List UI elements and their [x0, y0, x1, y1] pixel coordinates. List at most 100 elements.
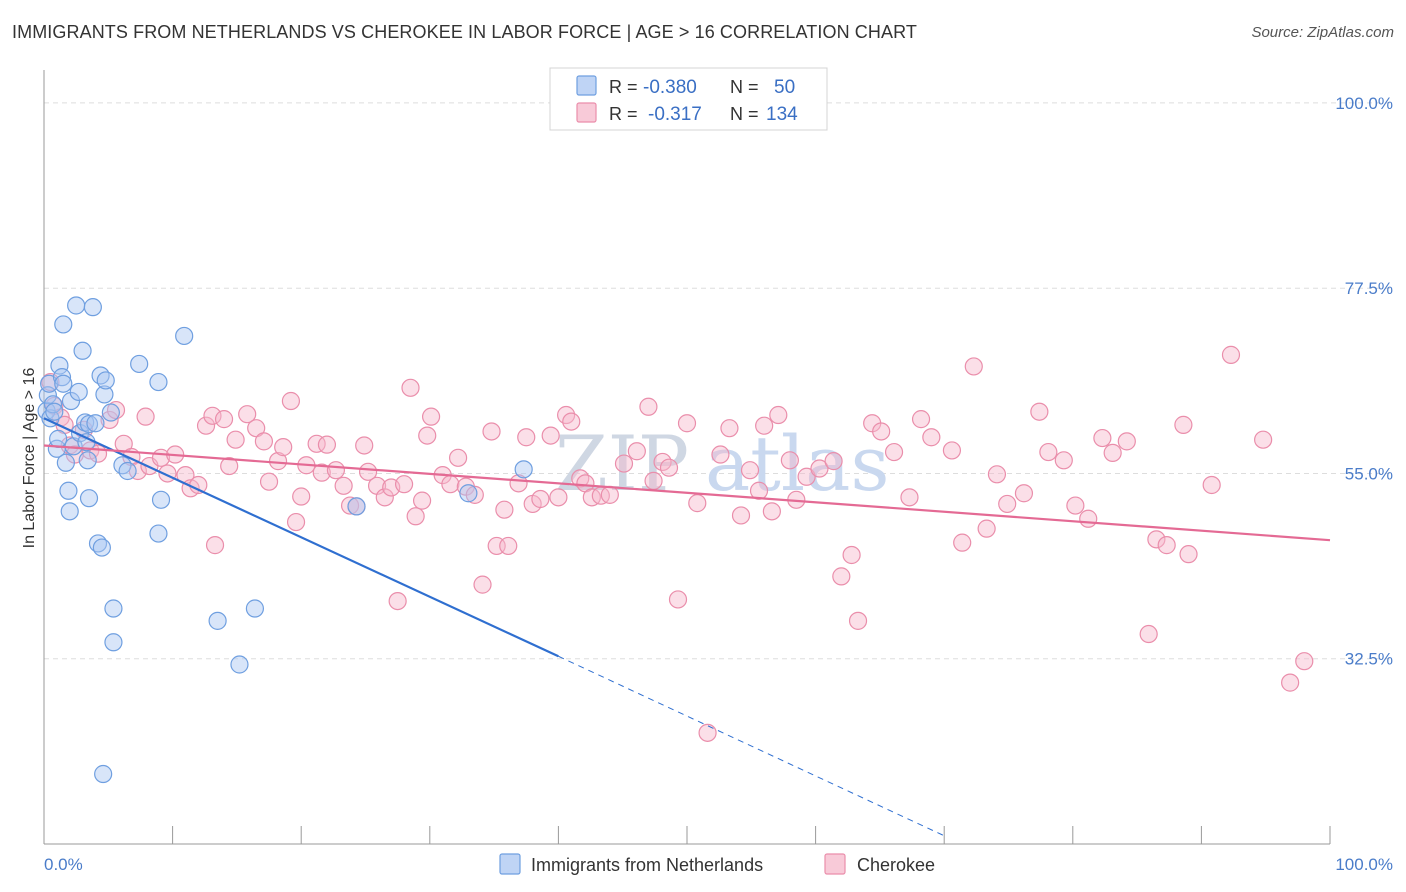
y-tick-label-1: 55.0%	[1345, 464, 1393, 483]
cherokee-point-104	[842, 545, 861, 565]
cherokee-point-9	[100, 410, 119, 430]
netherlands-point-20	[73, 341, 92, 360]
cherokee-point-21	[189, 475, 208, 495]
cherokee-point-121	[1054, 451, 1073, 470]
cherokee-point-114	[964, 357, 983, 376]
cherokee-point-111	[922, 428, 941, 447]
cherokee-point-54	[412, 491, 432, 510]
cherokee-point-116	[987, 465, 1007, 484]
cherokee-point-91	[720, 419, 739, 438]
cherokee-point-31	[259, 472, 279, 491]
cherokee-point-127	[1139, 624, 1158, 644]
cherokee-point-36	[292, 487, 311, 506]
cherokee-point-30	[254, 432, 274, 451]
series-legend-label-cherokee: Cherokee	[857, 855, 935, 875]
cherokee-point-50	[388, 591, 407, 611]
netherlands-point-14	[60, 502, 79, 521]
netherlands-points	[37, 296, 533, 784]
netherlands-point-36	[104, 599, 123, 618]
cherokee-point-100	[797, 467, 816, 486]
series-legend-swatch-cherokee	[824, 853, 846, 875]
cherokee-point-25	[214, 410, 234, 429]
netherlands-point-41	[149, 524, 168, 543]
cherokee-point-108	[884, 442, 904, 462]
legend-r-label-0: R =	[609, 77, 638, 97]
netherlands-point-49	[514, 460, 533, 479]
cherokee-point-52	[401, 378, 420, 397]
netherlands-point-39	[130, 354, 149, 374]
cherokee-point-133	[1221, 345, 1241, 364]
y-tick-label-0: 32.5%	[1345, 650, 1393, 669]
cherokee-point-40	[317, 435, 337, 454]
stats-legend: R = -0.380 N = 50 R = -0.317 N = 134	[549, 67, 828, 131]
netherlands-point-8	[50, 356, 69, 375]
source-label: Source: ZipAtlas.com	[1251, 24, 1394, 41]
y-tick-label-3: 100.0%	[1335, 94, 1393, 113]
cherokee-point-134	[1254, 430, 1273, 449]
cherokee-point-101	[810, 459, 829, 478]
legend-swatch-cherokee	[576, 102, 597, 123]
netherlands-point-13	[59, 481, 78, 500]
netherlands-point-35	[104, 633, 123, 652]
cherokee-point-88	[688, 494, 707, 513]
cherokee-point-85	[659, 458, 679, 477]
cherokee-point-117	[998, 494, 1017, 514]
cherokee-point-77	[582, 488, 601, 507]
netherlands-point-27	[86, 414, 105, 433]
cherokee-point-125	[1103, 443, 1122, 462]
cherokee-point-103	[832, 567, 851, 586]
legend-r-value-1: -0.317	[648, 104, 702, 125]
cherokee-point-119	[1030, 402, 1049, 421]
cherokee-point-97	[769, 405, 788, 425]
trend-lines	[43, 417, 1331, 837]
cherokee-point-58	[441, 475, 460, 494]
cherokee-point-14	[136, 407, 155, 426]
cherokee-point-105	[848, 611, 868, 630]
cherokee-point-83	[644, 471, 663, 490]
cherokee-point-66	[499, 536, 518, 556]
cherokee-point-107	[872, 422, 891, 441]
cherokee-point-109	[900, 488, 919, 507]
netherlands-point-10	[54, 374, 73, 393]
cherokee-point-26	[220, 456, 239, 476]
cherokee-point-56	[421, 407, 441, 426]
cherokee-point-22	[196, 416, 216, 435]
cherokee-point-87	[677, 414, 697, 433]
legend-swatch-netherlands	[576, 75, 597, 96]
legend-r-label-1: R =	[609, 104, 638, 124]
netherlands-point-44	[208, 611, 227, 630]
cherokee-point-94	[749, 481, 769, 500]
netherlands-point-40	[149, 372, 168, 392]
netherlands-point-26	[83, 298, 102, 317]
cherokee-point-41	[326, 461, 346, 480]
netherlands-point-31	[94, 764, 113, 784]
cherokee-point-102	[824, 452, 843, 471]
cherokee-point-86	[668, 590, 688, 609]
cherokee-point-23	[203, 406, 222, 425]
cherokee-point-53	[406, 507, 425, 526]
legend-n-value-1: 134	[766, 104, 798, 125]
cherokee-point-24	[205, 536, 225, 555]
legend-r-value-0: -0.380	[643, 77, 697, 98]
netherlands-point-47	[347, 497, 366, 516]
cherokee-point-130	[1174, 415, 1193, 434]
x-tick-labels: 0.0% 100.0%	[44, 855, 1393, 874]
grid-lines	[44, 102, 1393, 660]
cherokee-point-90	[711, 445, 730, 464]
netherlands-point-1	[38, 386, 57, 405]
cherokee-point-35	[286, 512, 306, 532]
cherokee-point-72	[549, 488, 568, 507]
netherlands-point-17	[67, 296, 86, 315]
netherlands-point-12	[56, 453, 75, 472]
y-tick-label-2: 77.5%	[1345, 279, 1393, 298]
netherlands-trend-line	[43, 417, 559, 658]
cherokee-point-39	[312, 463, 331, 482]
netherlands-point-25	[79, 489, 99, 508]
cherokee-point-132	[1202, 475, 1221, 495]
netherlands-point-23	[78, 451, 97, 470]
cherokee-point-74	[562, 412, 581, 431]
cherokee-point-62	[473, 575, 492, 594]
netherlands-point-7	[49, 429, 68, 448]
cherokee-point-112	[942, 441, 962, 460]
